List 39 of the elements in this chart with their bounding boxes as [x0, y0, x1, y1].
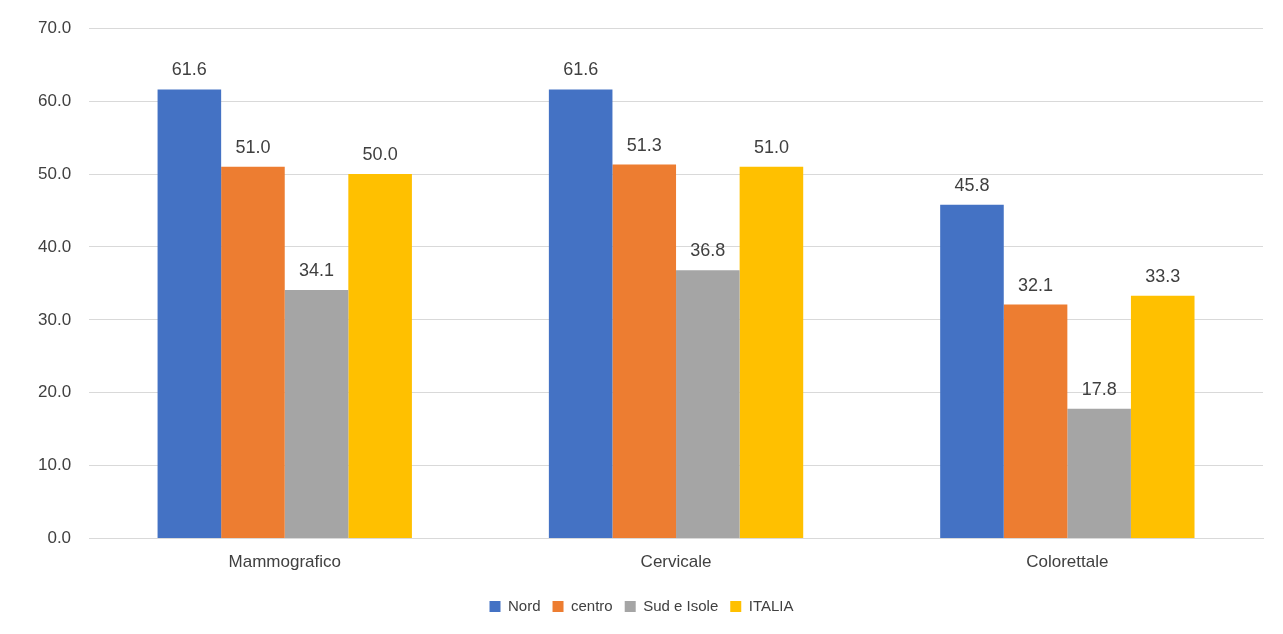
y-tick-label: 30.0: [37, 309, 72, 329]
data-label: 17.8: [1081, 378, 1117, 399]
bar: [1003, 304, 1068, 539]
bar: [284, 289, 349, 539]
x-tick-label: Mammografico: [228, 552, 341, 572]
bar: [548, 89, 613, 539]
data-label: 50.0: [362, 144, 398, 164]
legend-label: centro: [571, 596, 613, 614]
data-label: 45.8: [954, 174, 990, 195]
bar: [676, 270, 740, 539]
bar: [612, 164, 677, 539]
bar: [739, 166, 804, 539]
data-label: 33.3: [1145, 265, 1181, 286]
bar: [1130, 295, 1195, 539]
bar: [348, 174, 412, 539]
data-label: 36.8: [690, 240, 726, 261]
x-tick-label: Colorettale: [1026, 552, 1109, 572]
data-label: 61.6: [171, 59, 207, 80]
data-label: 51.3: [626, 134, 662, 155]
y-tick-label: 60.0: [37, 90, 72, 110]
legend-label: ITALIA: [748, 596, 794, 614]
y-tick-label: 20.0: [37, 382, 72, 402]
legend-label: Nord: [508, 596, 541, 614]
x-tick-label: Cervicale: [640, 552, 712, 572]
y-tick-label: 50.0: [37, 163, 72, 183]
y-tick-label: 70.0: [37, 17, 72, 37]
data-label: 61.6: [563, 59, 599, 80]
bar: [157, 89, 222, 539]
legend-label: Sud e Isole: [643, 596, 719, 614]
y-tick-label: 40.0: [37, 236, 72, 256]
y-tick-label: 0.0: [47, 528, 72, 548]
y-tick-label: 10.0: [37, 455, 72, 475]
data-label: 51.0: [753, 136, 789, 157]
data-label: 51.0: [235, 136, 271, 157]
bar: [940, 204, 1004, 539]
data-label: 32.1: [1018, 274, 1054, 295]
bar: [1067, 408, 1131, 539]
bar: [221, 166, 285, 539]
data-label: 34.1: [299, 259, 335, 280]
